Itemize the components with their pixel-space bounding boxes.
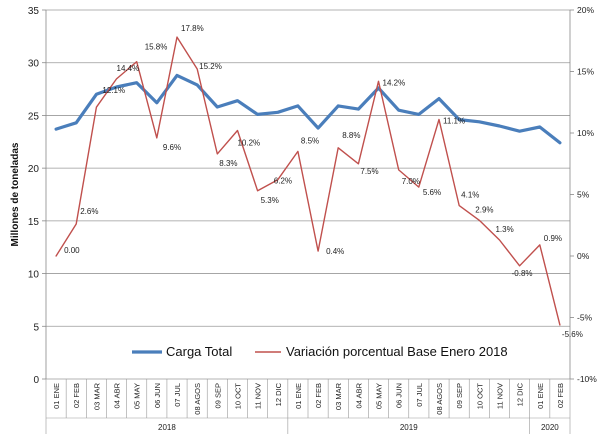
left-tick-label: 35 <box>28 6 40 17</box>
data-label: 15.8% <box>145 43 168 52</box>
data-label: 0.9% <box>544 234 562 243</box>
x-tick-label: 09 SEP <box>213 383 222 408</box>
right-tick-label: 5% <box>577 190 590 200</box>
left-tick-label: 15 <box>28 217 40 228</box>
year-group-label: 2020 <box>541 423 559 432</box>
x-tick-label: 04 ABR <box>113 382 122 408</box>
x-tick-label: 03 MAR <box>334 382 343 410</box>
data-label: 5.3% <box>261 196 279 205</box>
x-tick-label: 11 NOV <box>254 383 263 409</box>
x-tick-label: 11 NOV <box>495 383 504 409</box>
left-tick-label: 30 <box>28 59 40 70</box>
data-label: 0.00 <box>64 246 80 255</box>
data-label: 17.8% <box>181 24 204 33</box>
y-axis-label: Millones de toneladas <box>10 142 21 246</box>
data-label: 14.4% <box>117 64 140 73</box>
left-tick-label: 0 <box>33 375 39 386</box>
left-tick-label: 10 <box>28 270 40 281</box>
x-tick-label: 12 DIC <box>274 382 283 406</box>
x-tick-label: 05 MAY <box>375 383 384 409</box>
right-tick-label: 20% <box>577 5 594 15</box>
x-tick-label: 08 AGOS <box>435 383 444 415</box>
data-label: 12.1% <box>102 86 125 95</box>
data-label: -0.8% <box>512 269 533 278</box>
data-label: 2.9% <box>475 205 493 214</box>
year-group-label: 2019 <box>400 423 418 432</box>
data-label: 7.5% <box>360 167 378 176</box>
x-tick-label: 08 AGOS <box>193 383 202 415</box>
data-label: 8.8% <box>342 131 360 140</box>
x-tick-label: 06 JUN <box>153 383 162 408</box>
x-tick-label: 10 OCT <box>233 383 242 410</box>
year-group-label: 2018 <box>158 423 176 432</box>
x-tick-label: 02 FEB <box>556 383 565 408</box>
data-label: 5.6% <box>423 188 441 197</box>
x-tick-label: 09 SEP <box>455 383 464 408</box>
x-tick-label: 01 ENE <box>294 383 303 409</box>
data-label: 14.2% <box>383 78 406 87</box>
data-label: 4.1% <box>461 191 479 200</box>
x-tick-label: 07 JUL <box>415 383 424 407</box>
data-label: 7.0% <box>402 177 420 186</box>
right-tick-label: -10% <box>577 374 597 384</box>
data-label: 15.2% <box>199 62 222 71</box>
left-tick-label: 20 <box>28 164 40 175</box>
series-line-carga-total <box>54 73 562 145</box>
x-tick-label: 02 FEB <box>72 383 81 408</box>
right-tick-label: 0% <box>577 251 590 261</box>
data-label: 9.6% <box>163 143 181 152</box>
x-tick-label: 10 OCT <box>475 383 484 410</box>
right-tick-label: 15% <box>577 67 594 77</box>
x-tick-label: 05 MAY <box>133 383 142 409</box>
data-label: 1.3% <box>495 225 513 234</box>
left-tick-label: 5 <box>33 322 39 333</box>
x-tick-label: 12 DIC <box>516 382 525 406</box>
x-tick-label: 03 MAR <box>92 382 101 410</box>
x-tick-label: 02 FEB <box>314 383 323 408</box>
x-tick-label: 06 JUN <box>395 383 404 408</box>
legend: Carga Total Variación porcentual Base Ene… <box>132 344 508 359</box>
data-label: 6.2% <box>274 177 292 186</box>
left-tick-label: 25 <box>28 111 40 122</box>
x-tick-label: 01 ENE <box>52 383 61 409</box>
data-label: 10.2% <box>237 139 260 148</box>
right-tick-label: -5% <box>577 313 593 323</box>
data-label: 2.6% <box>80 207 98 216</box>
data-label: 8.5% <box>301 136 319 145</box>
x-tick-label: 04 ABR <box>354 382 363 408</box>
data-label: 8.3% <box>219 159 237 168</box>
data-label: 0.4% <box>326 247 344 256</box>
x-tick-label: 01 ENE <box>536 383 545 409</box>
legend-label: Carga Total <box>166 344 232 359</box>
legend-label: Variación porcentual Base Enero 2018 <box>286 344 508 359</box>
data-label: -5.6% <box>562 330 583 339</box>
data-label: 11.1% <box>443 116 465 125</box>
x-tick-label: 07 JUL <box>173 383 182 407</box>
series-line-variacion <box>55 36 561 326</box>
right-tick-label: 10% <box>577 128 594 138</box>
